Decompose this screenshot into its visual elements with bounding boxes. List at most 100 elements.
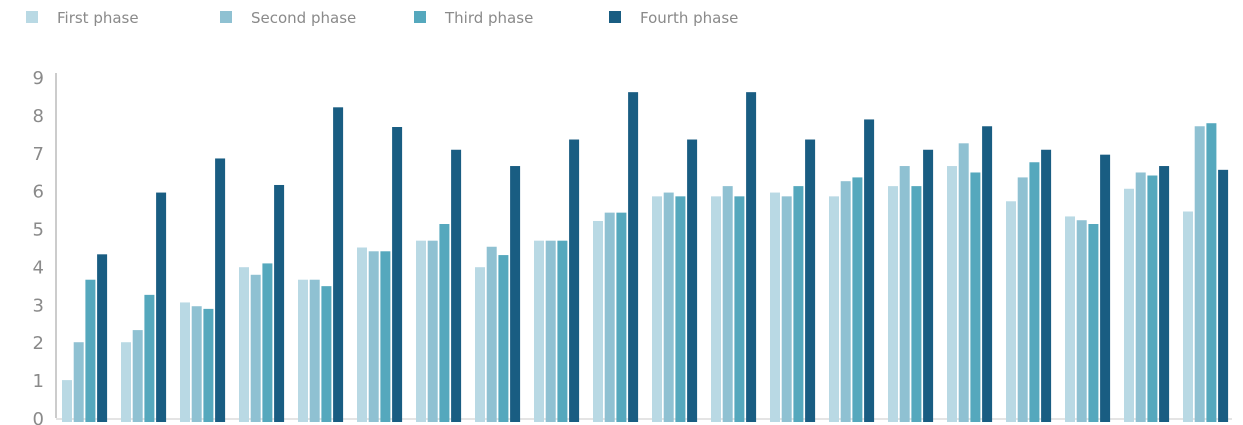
bars [62, 92, 1229, 423]
y-tick-label: 6 [33, 182, 44, 203]
bar [1065, 216, 1075, 422]
bar [1206, 123, 1217, 422]
bar [427, 240, 438, 422]
bar [203, 308, 214, 422]
bar [711, 196, 721, 422]
bar [97, 254, 108, 422]
bar [888, 186, 898, 422]
bar [1100, 154, 1111, 423]
legend-swatch [220, 11, 232, 23]
bar [734, 196, 745, 422]
bar [368, 251, 379, 422]
bar-group [180, 158, 226, 422]
bar [947, 166, 957, 422]
bar [132, 330, 143, 422]
bar [899, 166, 910, 422]
bar [616, 212, 627, 422]
bar [392, 127, 403, 422]
bar [722, 186, 733, 422]
y-tick-label: 7 [33, 144, 44, 165]
bar [510, 166, 521, 422]
legend-label: First phase [57, 9, 139, 27]
bar [1029, 162, 1040, 422]
bar [262, 263, 273, 422]
bar [864, 119, 875, 422]
y-tick-label: 9 [33, 68, 44, 89]
bar-group [1006, 149, 1052, 422]
bar [274, 184, 285, 422]
bar [1218, 169, 1229, 422]
bar [746, 92, 757, 422]
bar [628, 92, 639, 422]
y-tick-label: 5 [33, 220, 44, 241]
y-tick-label: 8 [33, 106, 44, 127]
bar [687, 139, 698, 422]
bar [569, 139, 580, 422]
bar-group [1183, 123, 1229, 422]
bar [675, 196, 686, 422]
bar [439, 224, 450, 422]
legend-swatch [26, 11, 38, 23]
bar-group [534, 139, 580, 422]
bar [1006, 201, 1016, 422]
bar [1159, 166, 1170, 422]
bar [593, 220, 603, 422]
legend-item: Second phase [220, 9, 356, 27]
bar [545, 240, 556, 422]
bar [1183, 211, 1193, 422]
bar [604, 212, 615, 422]
bar [451, 149, 462, 422]
bar [652, 196, 662, 422]
bar [1147, 175, 1158, 422]
bar [250, 274, 261, 422]
bar [923, 149, 934, 422]
bar [829, 196, 839, 422]
legend-item: Third phase [414, 9, 533, 27]
bar [557, 240, 568, 422]
legend-label: Second phase [251, 9, 356, 27]
bar [534, 240, 544, 422]
bar [73, 342, 84, 422]
bar [770, 192, 780, 422]
bar [333, 107, 344, 422]
bar [357, 247, 367, 422]
bar [1135, 172, 1146, 422]
bar-group [1124, 166, 1170, 422]
bar [498, 255, 509, 422]
bar [62, 380, 72, 422]
y-tick-label: 0 [33, 409, 44, 425]
bar-group [947, 126, 993, 422]
bar [121, 342, 131, 422]
bar-group [298, 107, 344, 422]
bar [663, 192, 674, 422]
legend: First phase Second phase Third phase Fourth… [26, 9, 738, 27]
bar [1088, 224, 1099, 422]
bar-group [593, 92, 639, 422]
bar [911, 186, 922, 422]
bar [416, 240, 426, 422]
bar-group [239, 184, 285, 422]
bar [1076, 220, 1087, 422]
bar-group [711, 92, 757, 422]
bar [781, 196, 792, 422]
bar [215, 158, 226, 422]
legend-label: Third phase [444, 9, 533, 27]
bar-group [888, 149, 934, 422]
bar [191, 306, 202, 422]
bar-group [770, 139, 816, 422]
bar [1017, 177, 1028, 422]
y-tick-label: 1 [33, 371, 44, 392]
bar [321, 286, 332, 422]
bar [970, 172, 981, 422]
bar [958, 143, 969, 422]
legend-swatch [414, 11, 426, 23]
bar-group [121, 192, 167, 422]
legend-label: Fourth phase [640, 9, 738, 27]
bar [1041, 149, 1052, 422]
legend-item: Fourth phase [609, 9, 738, 27]
y-axis-ticks: 0 1 2 3 4 5 6 7 8 9 [33, 68, 44, 425]
bar [144, 294, 155, 422]
bar [180, 302, 190, 422]
bar [852, 177, 863, 422]
